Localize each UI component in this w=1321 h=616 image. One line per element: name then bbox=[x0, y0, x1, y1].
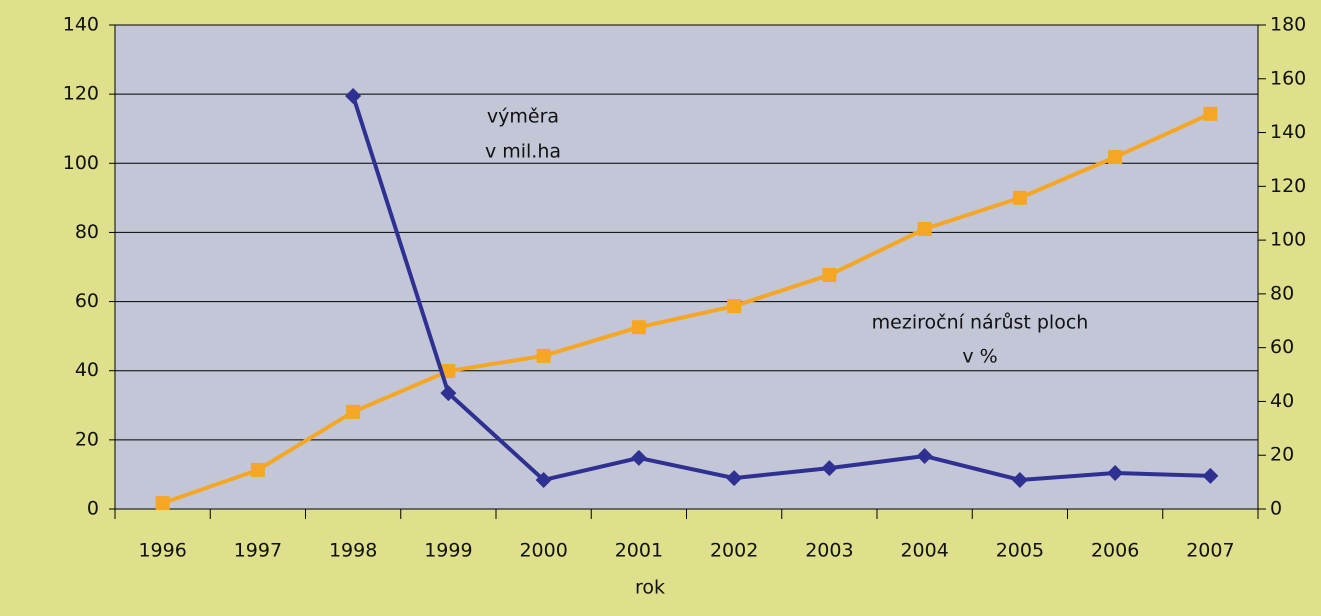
x-axis-label: rok bbox=[635, 577, 665, 599]
marker bbox=[535, 471, 552, 488]
marker bbox=[1108, 150, 1123, 165]
marker bbox=[155, 496, 170, 511]
y2-tick-label: 140 bbox=[1270, 121, 1306, 143]
y-tick-label: 60 bbox=[75, 290, 99, 312]
y-tick-label: 140 bbox=[63, 14, 99, 36]
marker bbox=[822, 267, 837, 282]
series-line bbox=[351, 95, 1211, 483]
y2-tick-label: 180 bbox=[1270, 14, 1306, 36]
y2-tick-label: 20 bbox=[1270, 444, 1294, 466]
marker bbox=[631, 320, 646, 335]
marker bbox=[821, 460, 838, 477]
plot-area bbox=[115, 25, 1258, 509]
marker bbox=[916, 448, 933, 465]
marker bbox=[726, 470, 743, 487]
marker bbox=[727, 299, 742, 314]
x-tick-label: 2007 bbox=[1186, 540, 1234, 562]
annotation: v % bbox=[962, 346, 997, 368]
x-tick-label: 2004 bbox=[900, 540, 948, 562]
y2-tick-label: 60 bbox=[1270, 336, 1294, 358]
y-tick-label: 80 bbox=[75, 221, 99, 243]
x-tick-label: 2001 bbox=[615, 540, 663, 562]
y-tick-label: 40 bbox=[75, 359, 99, 381]
marker bbox=[536, 348, 551, 363]
x-tick-label: 2000 bbox=[519, 540, 567, 562]
annotation: výměra bbox=[487, 106, 559, 128]
marker bbox=[1011, 471, 1028, 488]
marker bbox=[1012, 190, 1027, 205]
y2-tick-label: 80 bbox=[1270, 282, 1294, 304]
marker bbox=[346, 404, 361, 419]
y-tick-label: 20 bbox=[75, 428, 99, 450]
series-line bbox=[161, 112, 1212, 506]
marker bbox=[630, 449, 647, 466]
x-tick-label: 1999 bbox=[424, 540, 472, 562]
x-tick-label: 2006 bbox=[1091, 540, 1139, 562]
y2-tick-label: 0 bbox=[1270, 498, 1282, 520]
marker bbox=[440, 385, 457, 402]
marker bbox=[441, 364, 456, 379]
y2-tick-label: 160 bbox=[1270, 67, 1306, 89]
marker bbox=[1202, 467, 1219, 484]
y-tick-label: 0 bbox=[87, 498, 99, 520]
y2-tick-label: 40 bbox=[1270, 390, 1294, 412]
annotation: meziroční nárůst ploch bbox=[872, 312, 1089, 334]
y2-tick-label: 100 bbox=[1270, 229, 1306, 251]
annotation: v mil.ha bbox=[485, 141, 561, 163]
x-tick-label: 2002 bbox=[710, 540, 758, 562]
marker bbox=[1107, 464, 1124, 481]
marker bbox=[1203, 106, 1218, 121]
marker bbox=[917, 221, 932, 236]
x-tick-label: 2005 bbox=[996, 540, 1044, 562]
x-tick-label: 1996 bbox=[138, 540, 186, 562]
x-tick-label: 1997 bbox=[234, 540, 282, 562]
y-tick-label: 120 bbox=[63, 83, 99, 105]
x-tick-label: 1998 bbox=[329, 540, 377, 562]
marker bbox=[250, 462, 265, 477]
y-tick-label: 100 bbox=[63, 152, 99, 174]
x-tick-label: 2003 bbox=[805, 540, 853, 562]
y2-tick-label: 120 bbox=[1270, 175, 1306, 197]
marker bbox=[345, 87, 362, 104]
